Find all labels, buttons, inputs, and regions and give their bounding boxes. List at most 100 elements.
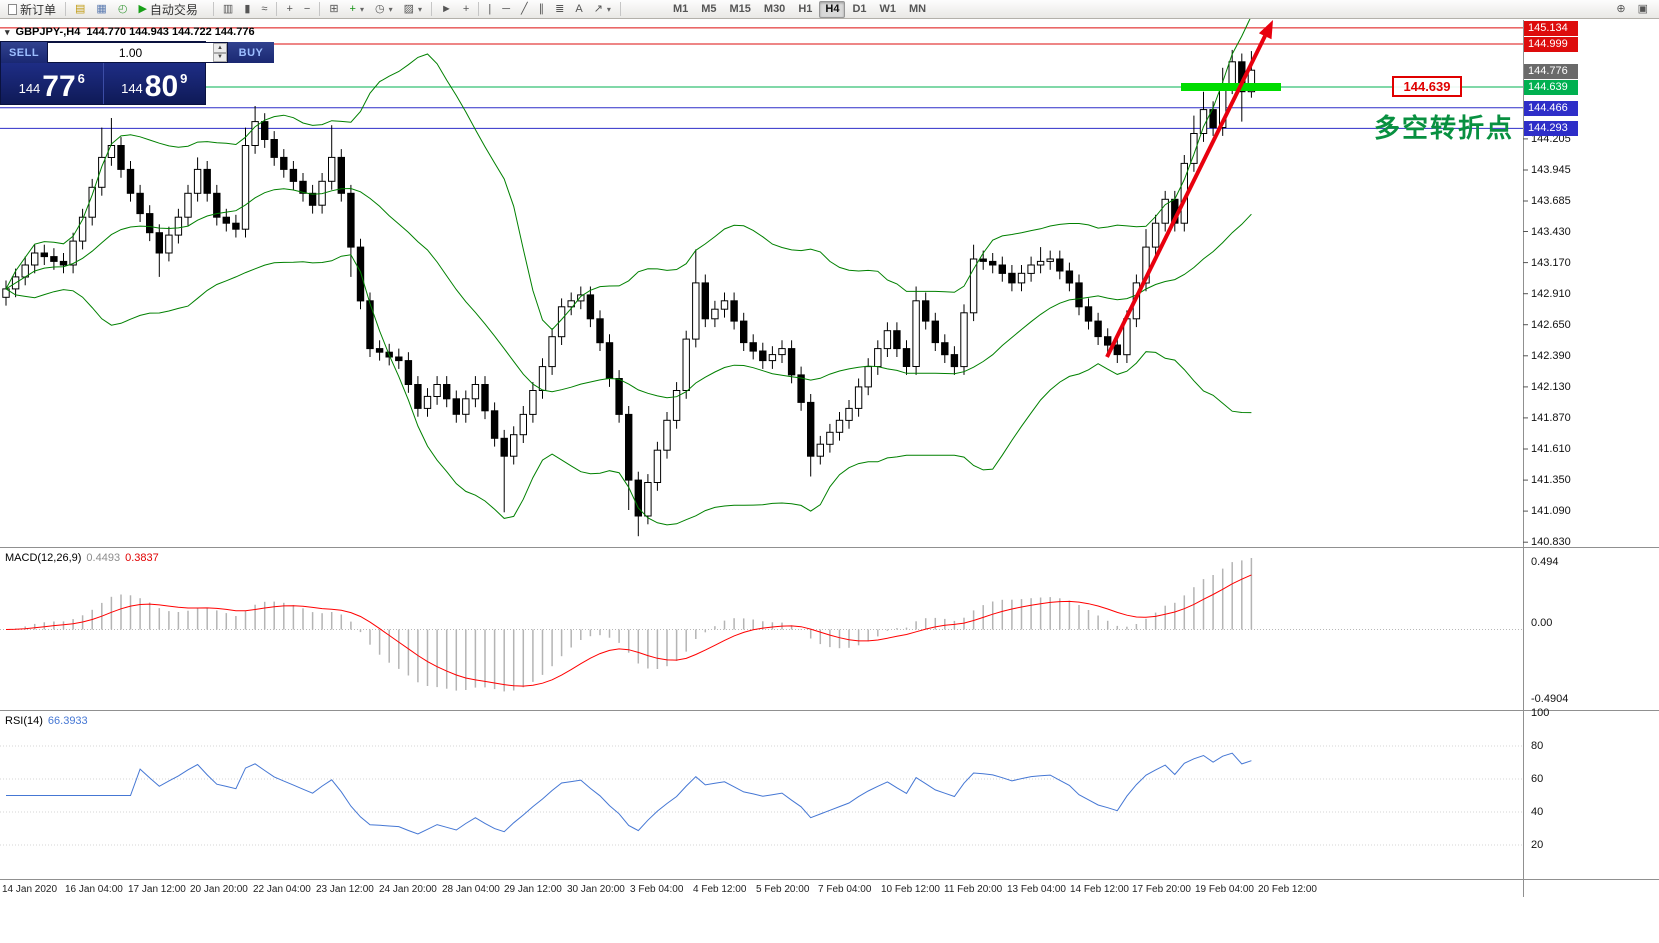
rsi-line bbox=[6, 752, 1252, 835]
vertical-line-button[interactable]: | bbox=[483, 1, 496, 18]
volume-spinner: ▲ ▼ bbox=[213, 43, 227, 62]
trendline-button[interactable]: ╱ bbox=[516, 1, 533, 18]
dropdown-caret-icon: ▾ bbox=[606, 4, 611, 14]
tile-windows-icon: ⊞ bbox=[329, 2, 339, 15]
timeframe-m1-button[interactable]: M1 bbox=[667, 1, 694, 18]
timeframe-m5-button[interactable]: M5 bbox=[695, 1, 722, 18]
buy-button[interactable]: BUY bbox=[228, 42, 274, 63]
toolbar-separator bbox=[478, 2, 480, 16]
bid-big-digits: 77 bbox=[42, 70, 76, 103]
alerts-button[interactable]: ◴ bbox=[113, 1, 133, 18]
toolbar-separator bbox=[431, 2, 433, 16]
profiles-button[interactable]: ▦ bbox=[91, 1, 111, 18]
timeframe-m30-button[interactable]: M30 bbox=[758, 1, 791, 18]
charts-icon: ▤ bbox=[75, 2, 86, 15]
periods-button[interactable]: ◷ ▾ bbox=[370, 1, 398, 18]
timeframe-mn-button[interactable]: MN bbox=[903, 1, 932, 18]
toolbar-separator bbox=[619, 2, 621, 16]
bid-pip-digit: 6 bbox=[77, 71, 85, 86]
new-order-icon bbox=[8, 3, 17, 15]
bid-price: 144 77 6 bbox=[1, 63, 103, 104]
timeframe-group: M1 M5 M15 M30 H1 H4 D1 W1 MN bbox=[667, 0, 932, 18]
bar-chart-icon: ▥ bbox=[222, 2, 234, 15]
channel-icon: ∥ bbox=[538, 2, 545, 15]
candlestick-chart-button[interactable]: ▮ bbox=[239, 1, 255, 18]
cursor-button[interactable]: ► bbox=[436, 1, 457, 18]
bollinger-band bbox=[5, 187, 1252, 399]
data-window-icon: ▣ bbox=[1637, 3, 1648, 15]
crosshair-icon: + bbox=[462, 2, 470, 15]
search-button[interactable]: ⊕ bbox=[1611, 1, 1630, 18]
annotation-note[interactable]: 多空转折点 bbox=[1374, 113, 1515, 143]
alerts-icon: ◴ bbox=[117, 2, 128, 15]
arrows-button[interactable]: ↗ ▾ bbox=[589, 1, 616, 18]
templates-icon: ▨ bbox=[403, 2, 415, 15]
ask-prefix: 144 bbox=[121, 81, 143, 96]
cursor-icon: ► bbox=[441, 2, 452, 15]
autotrade-label: 自动交易 bbox=[149, 2, 198, 17]
vertical-line-icon: | bbox=[488, 2, 492, 15]
charts-button[interactable]: ▤ bbox=[70, 1, 90, 18]
timeframe-h1-button[interactable]: H1 bbox=[792, 1, 818, 18]
toolbar-separator bbox=[319, 2, 321, 16]
toolbar-separator bbox=[276, 2, 278, 16]
channel-button[interactable]: ∥ bbox=[534, 1, 550, 18]
text-icon: A bbox=[575, 2, 583, 15]
timeframe-h4-button[interactable]: H4 bbox=[819, 0, 846, 18]
bollinger-band bbox=[5, 254, 1252, 526]
volume-up-button[interactable]: ▲ bbox=[213, 43, 227, 53]
ohlc-values: 144.770 144.943 144.722 144.776 bbox=[86, 26, 255, 38]
new-order-label: 新订单 bbox=[20, 2, 57, 17]
indicators-icon: + bbox=[349, 2, 356, 15]
candles bbox=[2, 49, 1256, 537]
horizontal-line-icon: ─ bbox=[502, 2, 511, 15]
data-window-button[interactable]: ▣ bbox=[1633, 1, 1653, 18]
timeframe-w1-button[interactable]: W1 bbox=[874, 1, 903, 18]
periods-icon: ◷ bbox=[374, 2, 385, 15]
templates-button[interactable]: ▨ ▾ bbox=[399, 1, 427, 18]
fibonacci-button[interactable]: ≣ bbox=[550, 1, 569, 18]
new-order-button[interactable]: 新订单 bbox=[3, 1, 61, 18]
toolbar-separator bbox=[65, 2, 67, 16]
volume-down-button[interactable]: ▼ bbox=[213, 52, 227, 62]
zoom-in-icon: + bbox=[286, 2, 293, 15]
zoom-in-button[interactable]: + bbox=[281, 1, 297, 18]
profiles-icon: ▦ bbox=[96, 2, 107, 15]
ask-price: 144 80 9 bbox=[102, 63, 206, 104]
crosshair-button[interactable]: + bbox=[458, 1, 474, 18]
volume-input[interactable] bbox=[48, 43, 213, 62]
price-level-label[interactable]: 144.639 bbox=[1392, 76, 1462, 97]
toolbar-right-icon-group: ⊕ ▣ bbox=[1611, 0, 1653, 19]
autotrade-button[interactable]: ▶ 自动交易 bbox=[133, 1, 202, 18]
zoom-out-button[interactable]: − bbox=[299, 1, 315, 18]
panel-toggle-icon[interactable]: ▾ bbox=[5, 26, 10, 37]
toolbar: 新订单 ▤ ▦ ◴ ▶ 自动交易 ▥ ▮ ≈ + − ⊞ + ▾ ◷ ▾ ▨ ▾ ► + | ─ ╱ ∥ ≣ A ↗ ▾ M1… bbox=[0, 0, 1659, 19]
horizontal-line-button[interactable]: ─ bbox=[497, 1, 515, 18]
sell-button[interactable]: SELL bbox=[1, 42, 47, 63]
bar-chart-button[interactable]: ▥ bbox=[218, 1, 238, 18]
toolbar-left-icon-group: ▤ ▦ ◴ bbox=[70, 1, 132, 18]
support-highlight bbox=[1181, 83, 1281, 91]
autotrade-play-icon: ▶ bbox=[138, 2, 147, 15]
toolbar-tool-group: ▥ ▮ ≈ + − ⊞ + ▾ ◷ ▾ ▨ ▾ ► + | ─ ╱ ∥ ≣ A ↗ ▾ bbox=[210, 1, 624, 18]
line-chart-button[interactable]: ≈ bbox=[256, 1, 272, 18]
text-button[interactable]: A bbox=[570, 1, 587, 18]
timeframe-m15-button[interactable]: M15 bbox=[724, 1, 757, 18]
timeframe-d1-button[interactable]: D1 bbox=[846, 1, 872, 18]
search-icon: ⊕ bbox=[1616, 3, 1626, 15]
volume-box: ▲ ▼ bbox=[47, 42, 228, 63]
bollinger-band bbox=[5, 15, 1252, 331]
zoom-out-icon: − bbox=[303, 2, 311, 15]
arrows-icon: ↗ bbox=[593, 2, 603, 15]
fibonacci-icon: ≣ bbox=[555, 2, 565, 15]
tile-windows-button[interactable]: ⊞ bbox=[324, 1, 343, 18]
trend-arrow bbox=[1105, 35, 1267, 358]
macd-signal-line bbox=[5, 574, 1252, 687]
indicators-button[interactable]: + ▾ bbox=[345, 1, 369, 18]
line-chart-icon: ≈ bbox=[261, 2, 268, 15]
ask-big-digits: 80 bbox=[144, 70, 179, 103]
macd-histogram bbox=[14, 558, 1253, 692]
